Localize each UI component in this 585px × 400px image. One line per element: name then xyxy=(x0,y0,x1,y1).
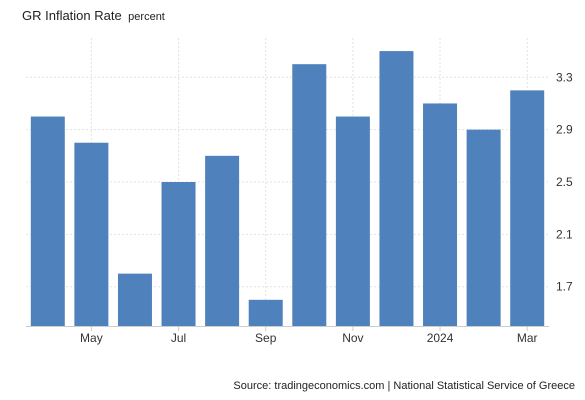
y-tick-label: 2.1 xyxy=(556,227,573,241)
bar xyxy=(423,103,458,326)
bar xyxy=(292,64,327,326)
y-tick-label: 2.5 xyxy=(556,175,573,189)
y-tick-label: 2.9 xyxy=(556,123,573,137)
bar xyxy=(30,116,65,326)
bar xyxy=(510,90,545,326)
x-tick-label: Sep xyxy=(255,331,277,345)
chart-subtitle: percent xyxy=(128,11,165,23)
chart-header: GR Inflation Rate percent xyxy=(22,7,165,25)
y-tick-label: 1.7 xyxy=(556,280,573,294)
bar xyxy=(248,299,283,326)
bar xyxy=(466,129,501,326)
bar xyxy=(161,182,196,326)
x-tick-label: 2024 xyxy=(427,331,454,345)
x-tick-label: May xyxy=(80,331,103,345)
bar xyxy=(205,155,240,326)
bar xyxy=(117,273,152,326)
chart-title: GR Inflation Rate xyxy=(22,8,122,23)
bar xyxy=(335,116,370,326)
x-tick-label: Nov xyxy=(342,331,363,345)
y-tick-label: 3.3 xyxy=(556,70,573,84)
source-note: Source: tradingeconomics.com | National … xyxy=(233,380,575,392)
x-tick-label: Jul xyxy=(171,331,186,345)
bar xyxy=(74,142,109,326)
bar xyxy=(379,51,414,326)
x-tick-label: Mar xyxy=(517,331,538,345)
